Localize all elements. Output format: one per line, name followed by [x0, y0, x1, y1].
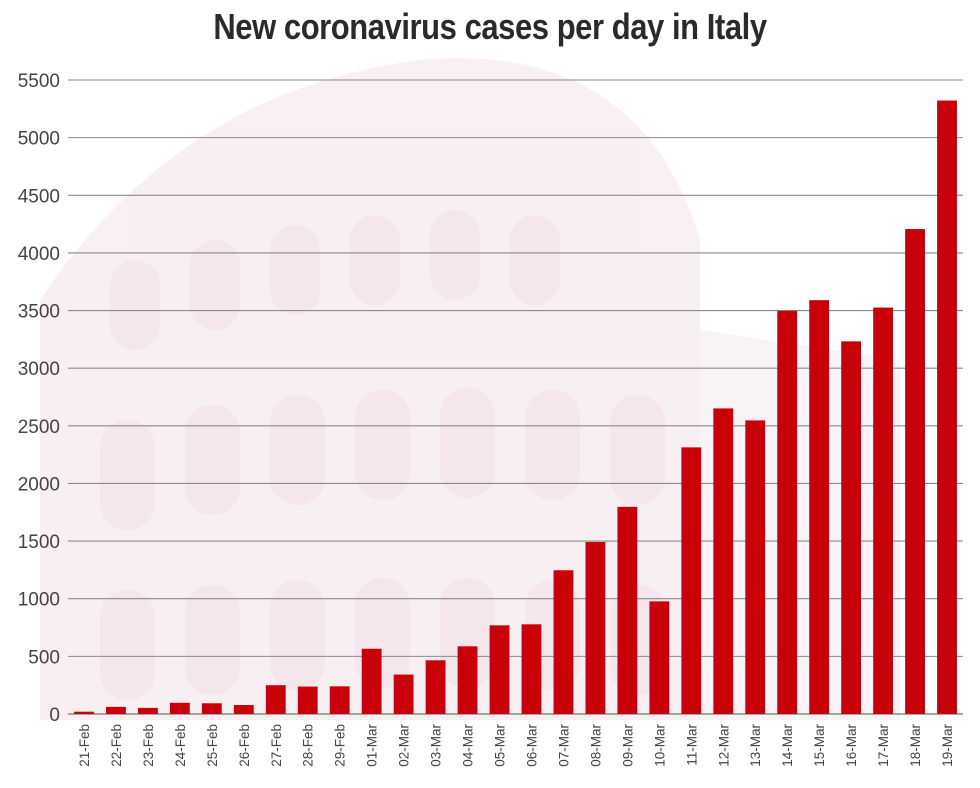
x-tick-label: 06-Mar	[524, 724, 539, 767]
x-tick-label: 29-Feb	[333, 724, 348, 767]
bar	[649, 601, 670, 714]
y-tick-label: 0	[49, 705, 60, 726]
x-tick-label: 08-Mar	[588, 724, 603, 767]
x-tick-label: 13-Mar	[748, 724, 763, 767]
y-tick-label: 3500	[18, 302, 60, 323]
y-tick-label: 4000	[18, 244, 60, 265]
colosseum-background-image	[40, 58, 900, 720]
y-axis-ticks: 0 500 1000 1500 2000 2500 3000 3500 4000 4500 5000…	[18, 71, 60, 726]
x-tick-label: 24-Feb	[173, 724, 188, 767]
x-tick-label: 15-Mar	[812, 724, 827, 767]
x-tick-label: 03-Mar	[429, 724, 444, 767]
y-tick-label: 2000	[18, 474, 60, 495]
bar	[905, 229, 925, 714]
bar	[521, 624, 542, 714]
bar	[937, 100, 957, 714]
bar	[169, 702, 190, 714]
bar	[553, 570, 574, 714]
bar	[425, 660, 446, 714]
x-tick-label: 21-Feb	[77, 724, 92, 767]
x-tick-label: 28-Feb	[301, 724, 316, 767]
bar	[841, 341, 862, 714]
bar	[745, 420, 766, 714]
y-tick-label: 500	[28, 647, 60, 668]
bar	[809, 300, 830, 714]
y-tick-label: 1500	[18, 532, 60, 553]
x-tick-label: 17-Mar	[876, 724, 891, 767]
x-tick-label: 10-Mar	[652, 724, 667, 767]
x-tick-label: 27-Feb	[269, 724, 284, 767]
bar	[361, 648, 382, 714]
y-tick-label: 1000	[18, 590, 60, 611]
x-tick-label: 22-Feb	[109, 724, 124, 767]
x-tick-label: 02-Mar	[397, 724, 412, 767]
x-tick-label: 01-Mar	[365, 724, 380, 767]
bar	[106, 706, 126, 714]
bar	[265, 685, 286, 714]
x-tick-label: 25-Feb	[205, 724, 220, 767]
bar	[201, 703, 222, 714]
bar	[713, 408, 734, 714]
bar	[617, 506, 638, 714]
x-tick-label: 19-Mar	[940, 724, 955, 767]
bar	[489, 625, 510, 714]
y-tick-label: 5000	[18, 129, 60, 150]
x-tick-label: 16-Mar	[844, 724, 859, 767]
x-tick-label: 23-Feb	[141, 724, 156, 767]
y-tick-label: 3000	[18, 359, 60, 380]
chart-title: New coronavirus cases per day in Italy	[213, 6, 767, 47]
x-axis-ticks: 21-Feb 22-Feb 23-Feb 24-Feb 25-Feb 26-Feb 27-F…	[77, 724, 955, 767]
x-tick-label: 05-Mar	[493, 724, 508, 767]
x-tick-label: 14-Mar	[780, 724, 795, 767]
bar	[777, 310, 798, 714]
bar	[297, 686, 318, 714]
x-tick-label: 18-Mar	[908, 724, 923, 767]
x-tick-label: 26-Feb	[237, 724, 252, 767]
bar	[233, 705, 254, 714]
y-tick-label: 2500	[18, 417, 60, 438]
y-tick-label: 5500	[18, 71, 60, 92]
x-tick-label: 07-Mar	[556, 724, 571, 767]
bar	[873, 307, 893, 714]
bar	[457, 646, 478, 714]
x-tick-label: 04-Mar	[461, 724, 476, 767]
bar	[74, 711, 94, 714]
bar	[138, 707, 158, 714]
x-tick-label: 11-Mar	[684, 724, 699, 766]
bar	[585, 542, 606, 714]
bar	[329, 686, 350, 714]
bar	[681, 447, 702, 714]
y-tick-label: 4500	[18, 186, 60, 207]
x-tick-label: 09-Mar	[620, 724, 635, 767]
bars	[74, 100, 957, 714]
bar	[393, 674, 414, 714]
x-tick-label: 12-Mar	[716, 724, 731, 767]
